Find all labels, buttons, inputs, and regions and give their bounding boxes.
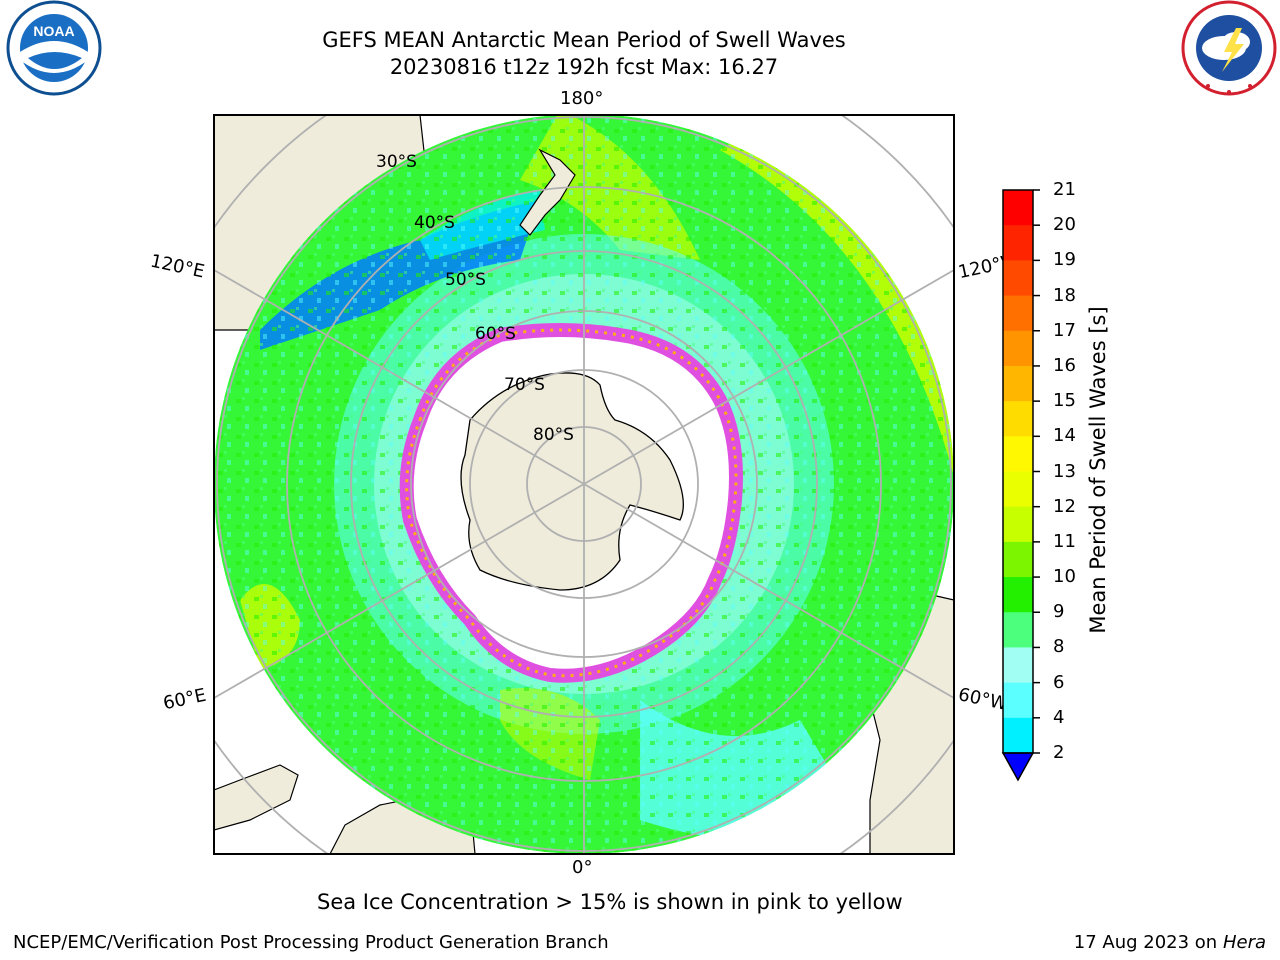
lat-label-80s: 80°S: [533, 425, 574, 445]
colorbar-tick-label: 15: [1053, 390, 1076, 412]
date-text: 17 Aug 2023 on Hera: [1073, 932, 1266, 953]
colorbar-tick-label: 11: [1053, 530, 1076, 552]
chart-subtitle: 20230816 t12z 192h fcst Max: 16.27: [389, 55, 779, 79]
colorbar-tick-label: 20: [1053, 214, 1076, 236]
colorbar-segment: [1003, 190, 1033, 226]
land-antarctica: [460, 372, 684, 591]
lat-label-40s: 40°S: [414, 213, 455, 233]
land-madagascar: [214, 764, 299, 831]
colorbar-segment: [1003, 577, 1033, 613]
colorbar-tick-label: 17: [1053, 319, 1076, 341]
colorbar-tick-label: 9: [1053, 601, 1065, 623]
lon-label-0: 0°: [572, 857, 593, 878]
colorbar: [1001, 189, 1040, 782]
colorbar-segment: [1003, 471, 1033, 508]
lat-label-30s: 30°S: [376, 152, 417, 172]
sea-ice-note: Sea Ice Concentration > 15% is shown in …: [317, 890, 903, 914]
colorbar-tick-label: 18: [1053, 284, 1076, 306]
colorbar-tick-label: 16: [1053, 354, 1076, 376]
colorbar-tick-label: 8: [1053, 636, 1065, 658]
colorbar-tick-label: 21: [1053, 179, 1076, 200]
colorbar-segment: [1003, 541, 1033, 578]
colorbar-label: Mean Period of Swell Waves [s]: [1086, 306, 1110, 634]
colorbar-segment: [1003, 295, 1033, 332]
colorbar-extend-arrow: [1001, 752, 1035, 782]
lat-label-50s: 50°S: [445, 270, 486, 290]
colorbar-segment: [1003, 506, 1033, 543]
colorbar-segment: [1003, 365, 1033, 402]
colorbar-segment: [1003, 260, 1033, 297]
land-new-zealand: [519, 148, 576, 236]
colorbar-segment: [1003, 401, 1033, 437]
colorbar-tick-label: 12: [1053, 495, 1076, 517]
colorbar-tick-label: 19: [1053, 249, 1076, 271]
colorbar-tick-label: 4: [1053, 706, 1065, 728]
noaa-logo: NOAA: [6, 0, 102, 96]
colorbar-segment: [1003, 330, 1033, 367]
credit-text: NCEP/EMC/Verification Post Processing Pr…: [13, 932, 609, 953]
colorbar-segment: [1003, 682, 1033, 719]
chart-title: GEFS MEAN Antarctic Mean Period of Swell…: [322, 28, 846, 52]
nws-logo: [1181, 0, 1277, 96]
colorbar-tick-label: 13: [1053, 460, 1076, 482]
meridians: [214, 115, 954, 854]
colorbar-tick-label: 2: [1053, 742, 1065, 763]
map-frame: [213, 114, 955, 855]
lat-label-60s: 60°S: [475, 324, 516, 344]
lon-label-180: 180°: [560, 88, 604, 109]
colorbar-tick-label: 10: [1053, 566, 1076, 588]
colorbar-segment: [1003, 225, 1033, 261]
colorbar-segment: [1003, 612, 1033, 648]
colorbar-segment: [1003, 647, 1033, 684]
colorbar-segment: [1003, 717, 1033, 754]
noaa-logo-text: NOAA: [33, 23, 74, 39]
host-name: Hera: [1222, 932, 1266, 953]
lat-label-70s: 70°S: [504, 375, 545, 395]
colorbar-tick-label: 14: [1053, 425, 1076, 447]
colorbar-segment: [1003, 436, 1033, 472]
colorbar-tick-label: 6: [1053, 671, 1065, 693]
